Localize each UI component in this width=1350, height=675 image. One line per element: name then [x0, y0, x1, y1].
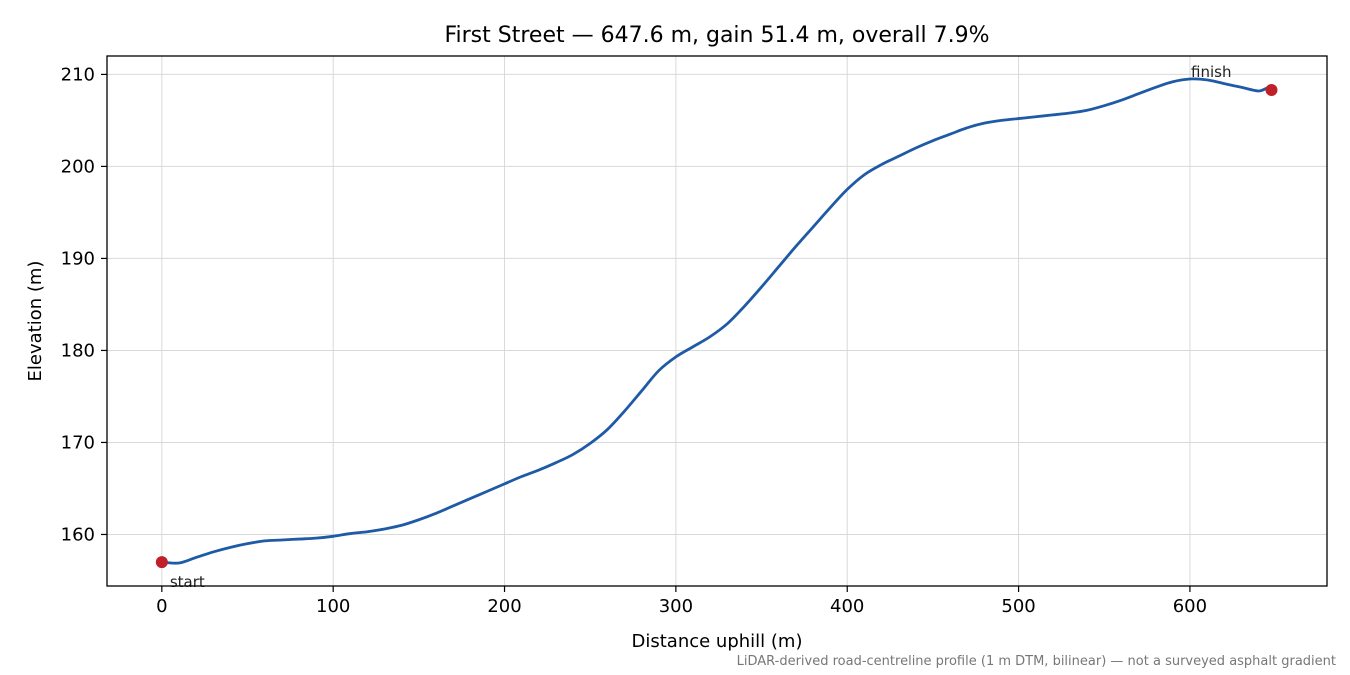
start-label: start [170, 573, 205, 591]
axis-ticks: 0 100 200 300 400 500 600 160 170 180 190 200 210 [61, 64, 1207, 617]
y-tick-label: 190 [61, 248, 95, 269]
x-tick-label: 0 [156, 596, 167, 617]
x-tick-label: 400 [830, 596, 864, 617]
y-tick-label: 160 [61, 524, 95, 545]
y-axis-label: Elevation (m) [25, 261, 46, 382]
y-tick-label: 200 [61, 156, 95, 177]
x-axis-label: Distance uphill (m) [632, 631, 803, 652]
y-tick-label: 210 [61, 64, 95, 85]
x-tick-label: 100 [316, 596, 350, 617]
data-source-footnote: LiDAR-derived road-centreline profile (1… [737, 654, 1336, 669]
y-tick-label: 170 [61, 432, 95, 453]
y-tick-label: 180 [61, 340, 95, 361]
plot-frame [106, 55, 1328, 587]
x-tick-label: 300 [659, 596, 693, 617]
finish-marker [1265, 84, 1278, 97]
x-tick-label: 500 [1001, 596, 1035, 617]
start-marker [155, 556, 168, 569]
elevation-profile-line [160, 77, 1273, 565]
x-tick-label: 200 [487, 596, 521, 617]
finish-label: finish [1191, 63, 1231, 81]
x-tick-label: 600 [1173, 596, 1207, 617]
endpoint-markers: start finish [155, 63, 1278, 591]
chart-title: First Street — 647.6 m, gain 51.4 m, ove… [444, 23, 989, 48]
grid [107, 56, 1327, 586]
